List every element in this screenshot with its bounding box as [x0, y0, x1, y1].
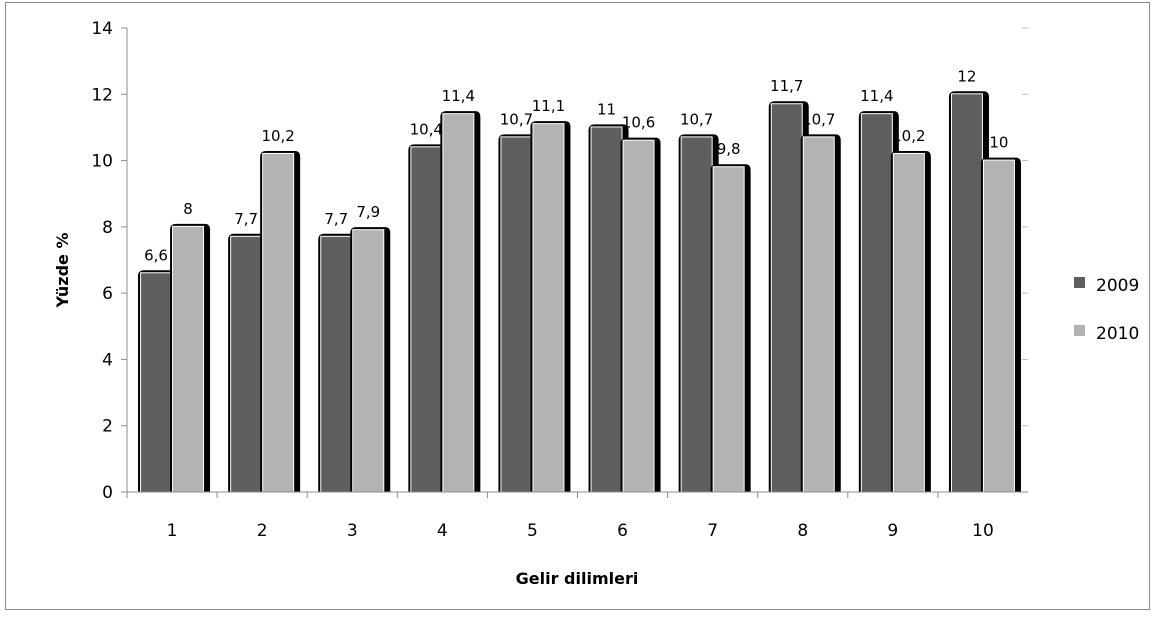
- x-tick-label: 10: [972, 521, 994, 541]
- bar-2009-3: [321, 236, 352, 492]
- x-tick-label: 1: [167, 521, 178, 541]
- data-label-2010-3: 7,9: [356, 203, 380, 221]
- legend-label-2009: 2009: [1096, 276, 1139, 296]
- bar-2010-7: [713, 167, 744, 492]
- bar-2010-3: [353, 230, 384, 492]
- bar-2009-7: [681, 137, 712, 492]
- y-tick-label: 0: [102, 483, 113, 503]
- data-label-2010-9: 10,2: [892, 127, 925, 145]
- x-tick-label: 5: [527, 521, 538, 541]
- data-label-2009-2: 7,7: [234, 210, 258, 228]
- bar-2010-9: [893, 153, 924, 492]
- legend-swatch-2010: [1074, 325, 1085, 336]
- data-label-2009-3: 7,7: [324, 210, 348, 228]
- x-tick-label: 6: [617, 521, 628, 541]
- x-tick-label: 8: [797, 521, 808, 541]
- data-label-2009-8: 11,7: [770, 77, 803, 95]
- y-tick-label: 4: [102, 350, 113, 370]
- data-label-2009-6: 11: [597, 100, 616, 118]
- bar-2009-8: [771, 104, 802, 492]
- y-axis: 0 2 4 6 8 10 12 14: [91, 19, 1028, 503]
- bar-2010-4: [443, 114, 474, 493]
- legend-swatch-2009: [1074, 277, 1085, 288]
- y-tick-label: 14: [91, 19, 113, 39]
- data-label-2009-1: 6,6: [144, 246, 168, 264]
- data-label-2009-4: 10,4: [410, 120, 443, 138]
- data-label-2010-10: 10: [989, 134, 1008, 152]
- bar-2009-9: [861, 114, 892, 493]
- legend: 2009 2010: [1074, 276, 1139, 344]
- data-label-2010-6: 10,6: [622, 114, 655, 132]
- y-tick-label: 12: [91, 85, 113, 105]
- x-tick-label: 4: [437, 521, 448, 541]
- data-label-2010-5: 11,1: [532, 97, 565, 115]
- bar-2010-8: [803, 137, 834, 492]
- y-tick-label: 10: [91, 152, 113, 172]
- data-label-2010-8: 10,7: [802, 110, 835, 128]
- y-tick-label: 2: [102, 417, 113, 437]
- x-tick-label: 9: [887, 521, 898, 541]
- bar-2010-5: [533, 124, 564, 492]
- bar-2009-10: [951, 94, 982, 493]
- x-axis-title: Gelir dilimleri: [516, 569, 639, 588]
- y-tick-label: 8: [102, 218, 113, 238]
- bar-2009-6: [591, 127, 622, 492]
- x-tick-label: 7: [707, 521, 718, 541]
- data-label-2009-9: 11,4: [860, 87, 893, 105]
- data-label-2009-10: 12: [957, 67, 976, 85]
- y-axis-title: Yüzde %: [53, 232, 72, 308]
- x-tick-label: 3: [347, 521, 358, 541]
- bar-2010-1: [173, 226, 204, 492]
- data-label-2010-2: 10,2: [261, 127, 294, 145]
- bar-2009-4: [411, 147, 442, 493]
- bar-2009-2: [231, 236, 262, 492]
- x-tick-label: 2: [257, 521, 268, 541]
- x-axis: 1 2 3 4 5 6 7 8 9 10: [126, 491, 1028, 541]
- data-label-2010-7: 9,8: [717, 140, 741, 158]
- bar-2010-6: [623, 140, 654, 492]
- bar-2009-1: [141, 273, 172, 492]
- data-label-2009-7: 10,7: [680, 110, 713, 128]
- bar-2009-5: [501, 137, 532, 492]
- data-label-2010-1: 8: [183, 200, 193, 218]
- data-label-2009-5: 10,7: [500, 110, 533, 128]
- data-label-2010-4: 11,4: [442, 87, 475, 105]
- legend-label-2010: 2010: [1096, 324, 1139, 344]
- bar-2010-10: [983, 160, 1014, 493]
- bar-2010-2: [263, 153, 294, 492]
- y-tick-label: 6: [102, 284, 113, 304]
- bars: [138, 91, 1021, 493]
